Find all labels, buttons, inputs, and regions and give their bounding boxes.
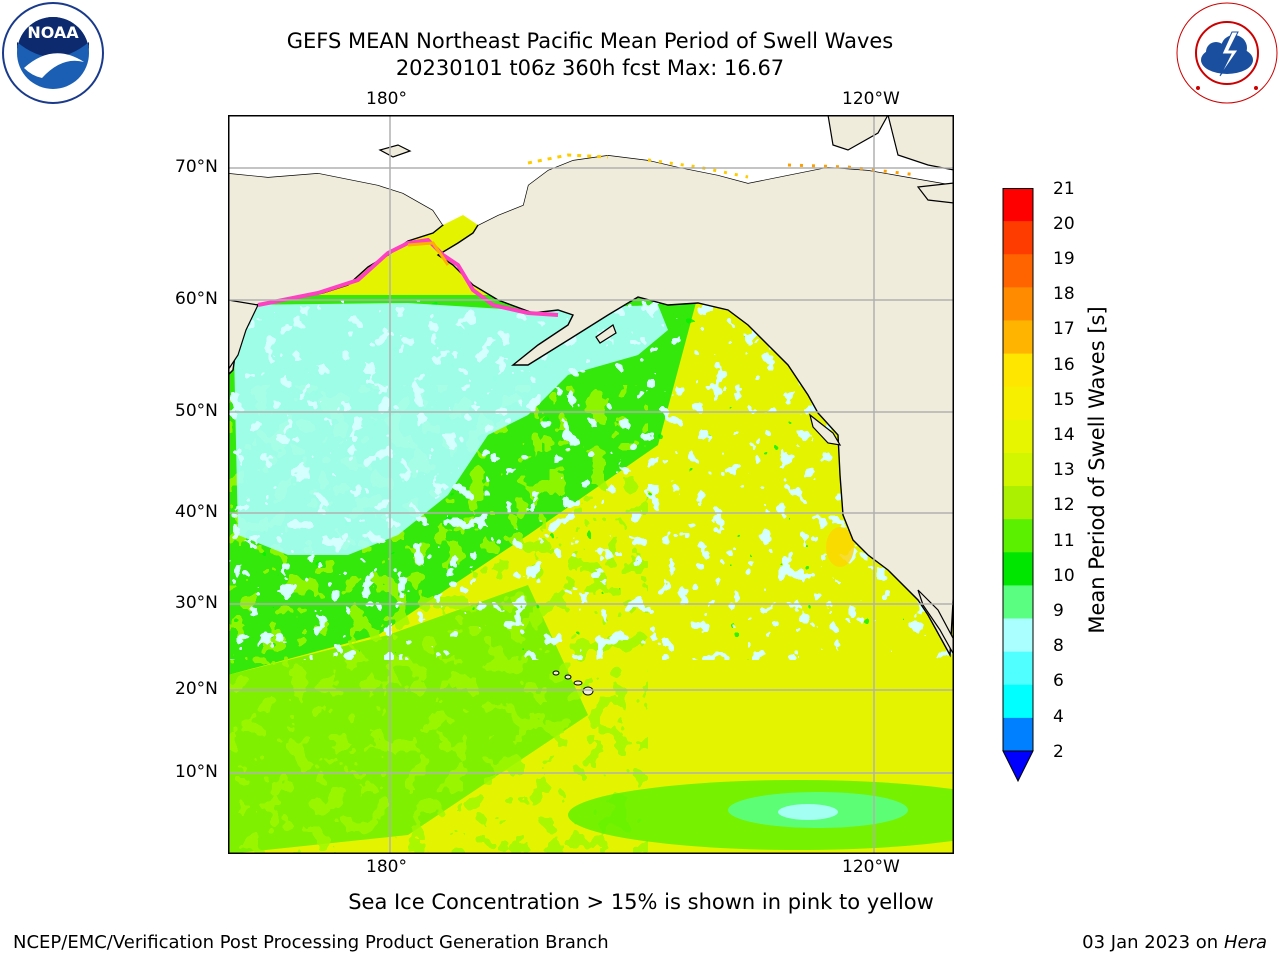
footer-credit: NCEP/EMC/Verification Post Processing Pr… [13, 932, 609, 953]
colorbar-swatch [1003, 419, 1033, 454]
colorbar-tick-19: 19 [1053, 249, 1075, 269]
colorbar-tick-16: 16 [1053, 355, 1075, 375]
map-frame [227, 114, 955, 854]
lat-label-20n: 20°N [175, 679, 218, 699]
colorbar-swatch [1003, 221, 1033, 255]
colorbar-tick-8: 8 [1053, 636, 1064, 656]
footer-date-text: 03 Jan 2023 on [1082, 932, 1224, 953]
colorbar-label: Mean Period of Swell Waves [s] [1085, 306, 1109, 634]
chart-title: GEFS MEAN Northeast Pacific Mean Period … [286, 29, 894, 53]
map-svg [227, 114, 955, 854]
sea-ice [257, 153, 919, 317]
lat-label-50n: 50°N [175, 401, 218, 421]
colorbar-tick-9: 9 [1053, 601, 1064, 621]
colorbar-tick-14: 14 [1053, 425, 1075, 445]
lon-label-bottom-120w: 120°W [842, 857, 900, 877]
colorbar-swatch [1003, 717, 1033, 752]
colorbar-tick-17: 17 [1053, 319, 1075, 339]
sea-ice-note: Sea Ice Concentration > 15% is shown in … [348, 890, 934, 914]
colorbar-swatch [1003, 386, 1033, 421]
swell-period-field [228, 115, 954, 854]
colorbar-tick-15: 15 [1053, 390, 1075, 410]
colorbar-tick-20: 20 [1053, 214, 1075, 234]
lat-label-40n: 40°N [175, 502, 218, 522]
colorbar-svg [1002, 188, 1034, 783]
lat-label-70n: 70°N [175, 157, 218, 177]
map-gridlines [228, 115, 954, 854]
chart-subtitle: 20230101 t06z 360h fcst Max: 16.67 [395, 56, 785, 80]
colorbar-border [1002, 188, 1034, 751]
map-border [228, 115, 954, 854]
footer-host: Hera [1223, 932, 1267, 953]
nws-logo [1176, 2, 1278, 104]
lat-label-10n: 10°N [175, 762, 218, 782]
colorbar-tick-6: 6 [1053, 671, 1064, 691]
colorbar-swatch [1003, 651, 1033, 686]
colorbar-tick-2: 2 [1053, 742, 1064, 762]
colorbar-tick-21: 21 [1053, 179, 1075, 199]
colorbar-tick-12: 12 [1053, 495, 1075, 515]
colorbar-swatch [1003, 552, 1033, 586]
colorbar-swatch [1003, 452, 1033, 487]
lat-label-30n: 30°N [175, 593, 218, 613]
footer-date: 03 Jan 2023 on Hera [1082, 932, 1267, 953]
colorbar-underflow-triangle [1002, 750, 1034, 783]
colorbar-tick-4: 4 [1053, 707, 1064, 727]
colorbar [1002, 188, 1034, 783]
noaa-logo: NOAA [2, 2, 104, 104]
colorbar-swatch [1003, 585, 1033, 620]
colorbar-swatch [1003, 618, 1033, 653]
colorbar-tick-10: 10 [1053, 566, 1075, 586]
lat-label-60n: 60°N [175, 289, 218, 309]
hawaii-islands [552, 670, 594, 696]
noaa-logo-text: NOAA [27, 23, 79, 42]
colorbar-tick-18: 18 [1053, 284, 1075, 304]
colorbar-swatch [1003, 486, 1033, 520]
colorbar-swatch [1003, 287, 1033, 321]
colorbar-tick-13: 13 [1053, 460, 1075, 480]
lon-label-bottom-180: 180° [366, 857, 407, 877]
colorbar-swatch [1003, 188, 1033, 222]
colorbar-swatch [1003, 684, 1033, 719]
lon-label-top-120w: 120°W [842, 89, 900, 109]
colorbar-swatch [1003, 519, 1033, 553]
colorbar-swatch [1003, 353, 1033, 388]
lon-label-top-180: 180° [366, 89, 407, 109]
colorbar-swatch [1003, 320, 1033, 355]
colorbar-swatch [1003, 254, 1033, 288]
colorbar-tick-11: 11 [1053, 531, 1075, 551]
